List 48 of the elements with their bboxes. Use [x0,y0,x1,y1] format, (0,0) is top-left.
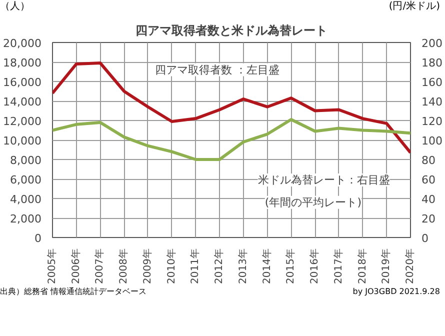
source-note: 出典）総務省 情報通信統計データベース [0,286,147,298]
x-tick-label: 2005年 [46,248,58,284]
y2-tick-label: 100 [422,134,442,148]
y2-axis-title: (円/米ドル) [388,0,440,14]
y2-tick-label: 20 [422,212,436,226]
y2-tick-label: 80 [422,154,436,167]
y-tick-label: 2,000 [10,212,42,226]
annotation: 米ドル為替レート：右目盛 [258,173,390,186]
x-tick-label: 2019年 [380,248,392,284]
x-tick-label: 2008年 [118,248,130,284]
y-tick-label: 18,000 [3,56,42,70]
y2-tick-label: 40 [422,193,436,206]
y-tick-label: 0 [34,232,42,245]
x-tick-label: 2013年 [236,248,249,284]
x-tick-label: 2009年 [141,248,154,284]
text: by JO3GBD 2021.9.28 [352,286,440,298]
y2-tick-label: 0 [422,232,428,245]
y-tick-label: 6,000 [10,174,42,186]
y2-tick-label: 60 [422,174,436,186]
x-tick-label: 2011年 [189,248,202,284]
y-tick-label: 16,000 [3,76,42,89]
y-tick-label: 12,000 [3,115,42,128]
x-tick-label: 2014年 [260,248,273,284]
y2-tick-label: 140 [422,96,442,108]
y2-tick-label: 120 [422,115,442,128]
x-tick-label: 2017年 [332,248,344,284]
x-tick-label: 2020年 [404,248,416,284]
chart-title: 四アマ取得者数と米ドル為替レート [136,24,328,38]
y-tick-label: 10,000 [3,134,42,148]
x-tick-label: 2012年 [213,248,226,284]
x-tick-label: 2015年 [284,248,297,284]
y2-tick-label: 200 [422,37,442,50]
annotation: 四アマ取得者数 ：左目盛 [155,63,280,76]
x-tick-label: 2010年 [165,248,178,284]
x-tick-label: 2006年 [70,248,82,284]
y-tick-label: 8,000 [10,154,42,167]
y2-tick-label: 180 [422,56,442,70]
y-tick-label: 20,000 [3,37,42,50]
y-tick-label: 14,000 [3,96,42,108]
x-tick-label: 2018年 [356,248,368,284]
line-series [52,118,410,161]
x-tick-label: 2016年 [308,248,321,284]
line-series [52,61,410,154]
x-tick-label: 2007年 [94,248,106,284]
annotation: (年間の平均レート) [264,196,362,209]
y-axis-title: （人） [0,0,30,14]
y2-tick-label: 160 [422,76,442,89]
y-tick-label: 4,000 [10,193,42,206]
